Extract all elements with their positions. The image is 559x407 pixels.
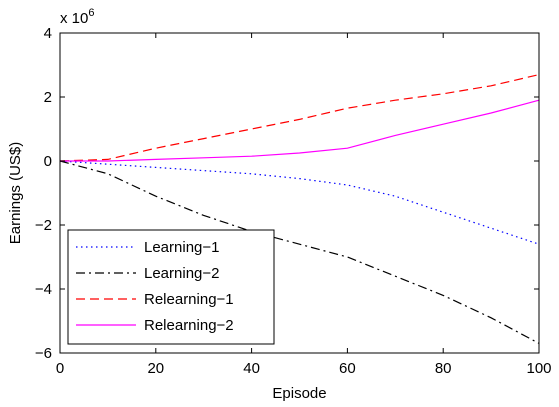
y-tick-label: −6 (35, 345, 52, 362)
legend-box (67, 229, 275, 345)
series-line-2 (59, 160, 540, 344)
y-tick-label: −2 (35, 217, 52, 234)
plot-frame (59, 32, 540, 354)
legend-label-4: Relearning−2 (144, 317, 234, 334)
series-line-4 (60, 99, 540, 162)
legend: Learning−1 Learning−2 Relearning−1 Relearni… (67, 229, 275, 345)
x-tick-label: 60 (339, 360, 356, 377)
axis-ticks: 0 20 40 60 80 100 −6 −4 −2 0 2 4 (35, 25, 552, 377)
x-tick-label: 20 (147, 360, 164, 377)
x-tick-label: 0 (56, 360, 64, 377)
x-tick-label: 80 (435, 360, 452, 377)
y-tick-label: 4 (44, 25, 52, 42)
y-axis-title: Earnings (US$) (7, 142, 24, 245)
y-tick-label: −4 (35, 281, 52, 298)
y-tick-label: 0 (44, 153, 52, 170)
exponent-label: x 106 (60, 7, 94, 27)
x-tick-label: 40 (243, 360, 260, 377)
x-axis-title: Episode (272, 385, 326, 402)
series-line-1 (59, 160, 540, 245)
x-tick-label: 100 (526, 360, 551, 377)
legend-label-1: Learning−1 (144, 239, 219, 256)
plot-layer (59, 74, 540, 344)
series-line-3 (59, 74, 540, 162)
legend-label-3: Relearning−1 (144, 291, 234, 308)
y-tick-label: 2 (44, 89, 52, 106)
legend-label-2: Learning−2 (144, 265, 219, 282)
exponent-power: 6 (88, 7, 94, 19)
